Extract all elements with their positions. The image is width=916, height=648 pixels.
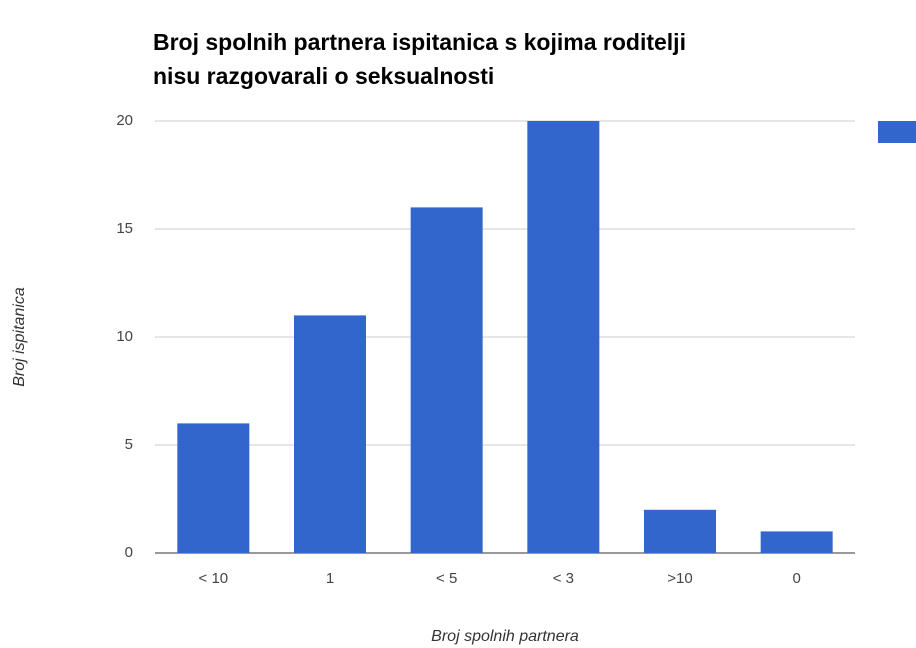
bar xyxy=(294,315,366,553)
chart-title-line: Broj spolnih partnera ispitanica s kojim… xyxy=(153,29,686,55)
y-tick-label: 10 xyxy=(116,328,133,345)
y-tick-label: 5 xyxy=(125,436,133,453)
x-tick-label: < 5 xyxy=(436,570,457,587)
x-tick-label: < 3 xyxy=(553,570,574,587)
bar xyxy=(177,423,250,553)
bar xyxy=(644,509,716,553)
y-axis-title: Broj ispitanica xyxy=(11,287,28,387)
y-tick-label: 15 xyxy=(116,220,133,237)
bar xyxy=(527,121,600,553)
legend-swatch xyxy=(878,121,916,143)
bar xyxy=(410,207,483,553)
x-tick-label: 0 xyxy=(792,570,800,587)
chart-title-line: nisu razgovarali o seksualnosti xyxy=(153,63,494,89)
bar xyxy=(760,531,833,553)
y-tick-label: 20 xyxy=(116,112,133,129)
x-tick-label: >10 xyxy=(667,570,692,587)
x-axis-title: Broj spolnih partnera xyxy=(431,628,579,645)
y-tick-label: 0 xyxy=(125,544,133,561)
x-tick-label: < 10 xyxy=(199,570,229,587)
x-tick-label: 1 xyxy=(326,570,334,587)
